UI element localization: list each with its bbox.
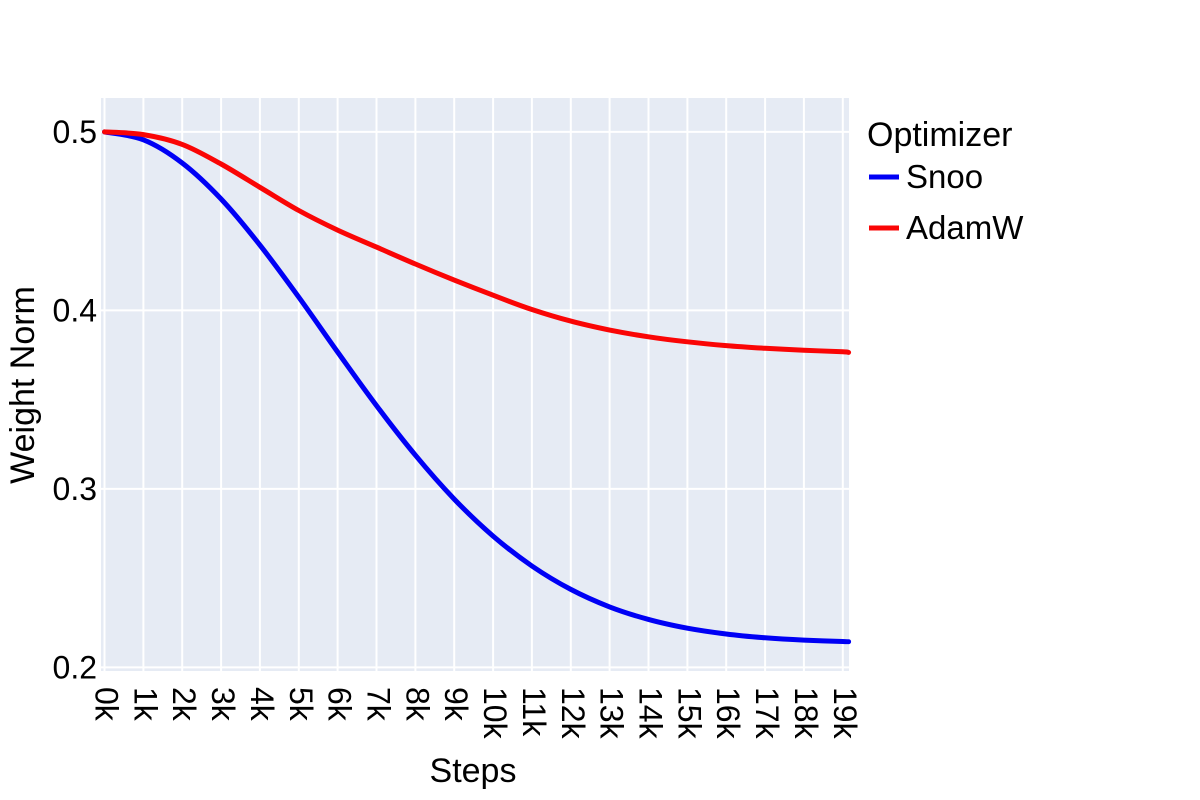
x-tick-label: 13k: [594, 687, 630, 740]
y-axis-tick-labels: 0.2 0.3 0.4 0.5: [53, 114, 97, 686]
legend-entry-snoo: Snoo: [869, 158, 983, 195]
series-curves: [102, 129, 852, 645]
y-tick-label: 0.2: [53, 649, 97, 685]
x-tick-label: 11k: [516, 687, 552, 737]
x-tick-label: 8k: [399, 687, 435, 722]
y-axis-title: Weight Norm: [4, 286, 42, 484]
x-tick-label: 15k: [671, 687, 707, 740]
legend-entry-label: AdamW: [906, 209, 1024, 246]
x-tick-label: 1k: [127, 687, 163, 722]
x-tick-label: 5k: [283, 687, 319, 722]
legend-entry-adamw: AdamW: [869, 209, 1024, 246]
legend-entries: Snoo AdamW: [869, 158, 1024, 246]
x-tick-label: 17k: [749, 687, 785, 740]
x-tick-label: 9k: [438, 687, 474, 722]
x-tick-label: 2k: [166, 687, 202, 722]
x-tick-label: 6k: [322, 687, 358, 722]
x-tick-label: 18k: [788, 687, 824, 740]
x-tick-label: 0k: [89, 687, 125, 722]
legend-title: Optimizer: [867, 116, 1012, 154]
legend-entry-label: Snoo: [906, 158, 983, 195]
x-tick-label: 4k: [244, 687, 280, 722]
gridlines: [101, 98, 849, 671]
x-axis-tick-labels: 0k 1k 2k 3k 4k 5k 6k 7k 8k 9k 10k 11k 12k 13k 14k 15k 16…: [89, 687, 863, 740]
y-tick-label: 0.3: [53, 471, 97, 507]
x-tick-label: 7k: [361, 687, 397, 722]
series-line-snoo: [102, 129, 852, 645]
x-tick-label: 10k: [477, 687, 513, 740]
y-tick-label: 0.4: [53, 292, 97, 328]
x-axis-title: Steps: [430, 752, 517, 790]
y-tick-label: 0.5: [53, 114, 97, 150]
x-tick-label: 14k: [633, 687, 669, 740]
series-line-adamw: [102, 129, 852, 355]
x-tick-label: 16k: [710, 687, 746, 740]
x-tick-label: 19k: [827, 687, 863, 740]
x-tick-label: 12k: [555, 687, 591, 740]
legend: Optimizer Snoo AdamW: [867, 116, 1024, 246]
plot-panel: [101, 98, 849, 671]
x-tick-label: 3k: [205, 687, 241, 722]
